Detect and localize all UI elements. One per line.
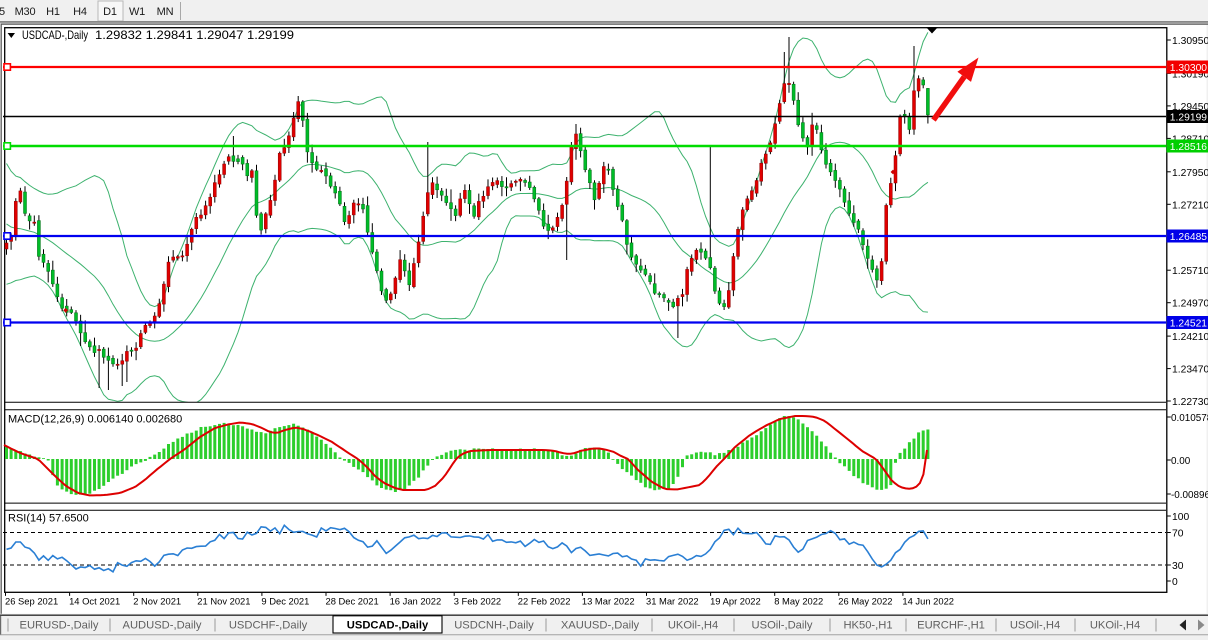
svg-text:2 Nov 2021: 2 Nov 2021 — [133, 595, 181, 606]
svg-text:1.23470: 1.23470 — [1172, 365, 1208, 376]
svg-text:UKOil-,H4: UKOil-,H4 — [668, 620, 718, 632]
svg-text:W1: W1 — [129, 6, 145, 18]
svg-text:26 Sep 2021: 26 Sep 2021 — [5, 595, 58, 606]
svg-text:14 Oct 2021: 14 Oct 2021 — [69, 595, 120, 606]
svg-text:100: 100 — [1172, 512, 1189, 523]
svg-text:MACD(12,26,9) 0.006140 0.00268: MACD(12,26,9) 0.006140 0.002680 — [8, 414, 182, 426]
svg-text:UKOil-,H4: UKOil-,H4 — [1090, 620, 1140, 632]
svg-text:1.30300: 1.30300 — [1170, 63, 1207, 74]
svg-text:USDCAD-,Daily: USDCAD-,Daily — [22, 28, 88, 42]
svg-text:14 Jun 2022: 14 Jun 2022 — [902, 595, 954, 606]
svg-text:19 Apr 2022: 19 Apr 2022 — [710, 595, 761, 606]
svg-text:H4: H4 — [73, 6, 87, 18]
svg-text:USDCNH-,Daily: USDCNH-,Daily — [454, 620, 534, 632]
svg-text:21 Nov 2021: 21 Nov 2021 — [197, 595, 250, 606]
svg-text:0.010578: 0.010578 — [1171, 413, 1208, 424]
svg-text:16 Jan 2022: 16 Jan 2022 — [390, 595, 442, 606]
svg-text:1.30190: 1.30190 — [1172, 69, 1208, 80]
svg-text:-0.00896: -0.00896 — [1171, 490, 1208, 501]
svg-text:1.24970: 1.24970 — [1172, 299, 1208, 310]
svg-text:AUDUSD-,Daily: AUDUSD-,Daily — [123, 620, 202, 632]
svg-text:28 Dec 2021: 28 Dec 2021 — [326, 595, 379, 606]
svg-text:H1: H1 — [46, 6, 60, 18]
svg-text:1.26485: 1.26485 — [1170, 232, 1207, 243]
svg-text:M30: M30 — [15, 6, 36, 18]
svg-text:1.24210: 1.24210 — [1172, 332, 1208, 343]
svg-text:1.30950: 1.30950 — [1172, 36, 1208, 47]
svg-text:13 Mar 2022: 13 Mar 2022 — [582, 595, 635, 606]
svg-text:USDCAD-,Daily: USDCAD-,Daily — [347, 620, 429, 632]
svg-text:1.29450: 1.29450 — [1172, 102, 1208, 113]
svg-text:26 May 2022: 26 May 2022 — [838, 595, 892, 606]
svg-text:RSI(14) 57.6500: RSI(14) 57.6500 — [8, 513, 89, 525]
svg-text:EURCHF-,H1: EURCHF-,H1 — [917, 620, 985, 632]
svg-text:USDCHF-,Daily: USDCHF-,Daily — [229, 620, 308, 632]
svg-text:0.00: 0.00 — [1171, 456, 1191, 467]
svg-text:3 Feb 2022: 3 Feb 2022 — [454, 595, 501, 606]
svg-text:8 May 2022: 8 May 2022 — [774, 595, 823, 606]
svg-text:1.24521: 1.24521 — [1170, 319, 1207, 330]
svg-text:70: 70 — [1172, 529, 1184, 540]
svg-text:1.27950: 1.27950 — [1172, 168, 1208, 179]
svg-text:1.28516: 1.28516 — [1170, 142, 1207, 153]
svg-text:9 Dec 2021: 9 Dec 2021 — [261, 595, 309, 606]
svg-text:HK50-,H1: HK50-,H1 — [843, 620, 892, 632]
svg-text:0: 0 — [1172, 577, 1178, 588]
svg-text:30: 30 — [1172, 561, 1184, 572]
svg-text:1.27210: 1.27210 — [1172, 200, 1208, 211]
svg-text:1.22730: 1.22730 — [1172, 397, 1208, 408]
svg-text:MN: MN — [157, 6, 174, 18]
svg-text:1.29199: 1.29199 — [1170, 113, 1207, 124]
svg-text:USOil-,Daily: USOil-,Daily — [752, 620, 813, 632]
svg-text:XAUUSD-,Daily: XAUUSD-,Daily — [561, 620, 640, 632]
svg-text:22 Feb 2022: 22 Feb 2022 — [518, 595, 571, 606]
svg-text:1.29832 1.29841 1.29047 1.2919: 1.29832 1.29841 1.29047 1.29199 — [95, 28, 294, 42]
svg-text:USOil-,H4: USOil-,H4 — [1010, 620, 1060, 632]
svg-text:5: 5 — [0, 6, 5, 18]
svg-text:31 Mar 2022: 31 Mar 2022 — [646, 595, 699, 606]
svg-text:EURUSD-,Daily: EURUSD-,Daily — [20, 620, 99, 632]
svg-text:D1: D1 — [103, 6, 117, 18]
svg-text:1.25710: 1.25710 — [1172, 266, 1208, 277]
